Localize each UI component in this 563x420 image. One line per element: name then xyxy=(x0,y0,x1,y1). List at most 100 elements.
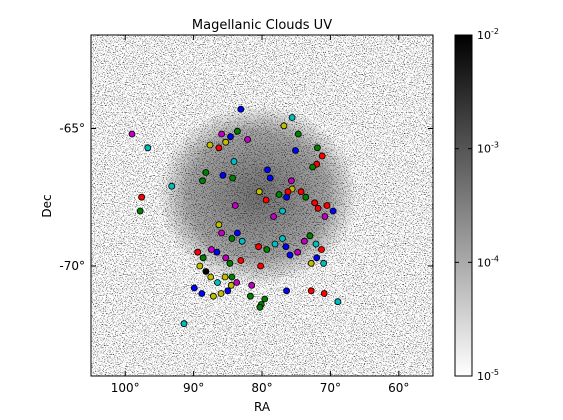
data-point-71 xyxy=(228,273,236,281)
data-point-55 xyxy=(318,246,325,253)
data-point-13 xyxy=(318,152,326,160)
x-axis: 100° 90° 80° 70° 60° xyxy=(111,35,409,395)
data-point-18 xyxy=(199,177,206,185)
data-point-65 xyxy=(237,257,245,264)
marker-layer xyxy=(128,105,342,328)
data-point-57 xyxy=(307,259,315,267)
chart-title: Magellanic Clouds UV xyxy=(192,18,332,33)
data-point-81 xyxy=(246,292,254,300)
data-point-0 xyxy=(237,105,245,113)
data-point-15 xyxy=(309,163,317,171)
y-axis-label: Dec xyxy=(40,194,54,217)
data-point-84 xyxy=(256,303,264,311)
data-point-28 xyxy=(283,193,291,201)
x-tick-label: 90° xyxy=(183,381,204,395)
data-point-86 xyxy=(307,287,315,295)
data-point-2 xyxy=(227,133,234,141)
colorbar-tick-label: 10-4 xyxy=(477,254,499,269)
data-point-41 xyxy=(218,229,226,237)
data-point-70 xyxy=(221,273,229,281)
colorbar-tick-label: 10-3 xyxy=(477,141,499,156)
data-point-31 xyxy=(302,193,310,201)
y-tick-label: -65° xyxy=(59,122,85,136)
data-point-45 xyxy=(255,243,263,251)
data-point-50 xyxy=(286,251,294,259)
data-point-33 xyxy=(314,204,322,212)
colorbar-gradient xyxy=(454,34,473,377)
data-point-42 xyxy=(228,235,236,242)
data-point-1 xyxy=(218,130,226,138)
data-point-40 xyxy=(215,221,223,229)
data-point-11 xyxy=(292,147,299,154)
colorbar-tick-label: 10-2 xyxy=(477,27,499,42)
data-point-58 xyxy=(320,259,328,267)
data-point-4 xyxy=(215,144,223,152)
data-point-16 xyxy=(230,158,238,165)
data-point-72 xyxy=(233,279,241,286)
data-point-12 xyxy=(313,144,321,152)
data-point-56 xyxy=(313,254,321,262)
data-point-6 xyxy=(222,138,230,146)
data-point-69 xyxy=(214,279,221,286)
data-point-54 xyxy=(312,240,320,248)
data-point-27 xyxy=(275,191,283,198)
data-point-37 xyxy=(279,207,286,215)
data-point-94 xyxy=(180,320,188,328)
data-point-62 xyxy=(213,248,221,256)
data-point-22 xyxy=(266,174,274,182)
data-point-76 xyxy=(198,290,206,297)
data-point-8 xyxy=(288,114,296,121)
x-axis-label: RA xyxy=(254,400,271,414)
data-point-91 xyxy=(138,193,146,201)
data-point-51 xyxy=(294,248,302,256)
data-point-59 xyxy=(194,248,202,256)
data-point-79 xyxy=(224,287,232,295)
data-point-53 xyxy=(306,232,314,240)
data-point-21 xyxy=(264,166,271,174)
y-tick-label: -70° xyxy=(59,259,85,273)
colorbar: 10-2 10-3 10-4 10-5 xyxy=(454,27,499,383)
data-point-25 xyxy=(255,188,263,196)
lmc-dense-region xyxy=(158,105,358,285)
data-point-48 xyxy=(279,235,286,242)
x-tick-label: 70° xyxy=(320,381,341,395)
x-tick-label: 60° xyxy=(388,381,409,395)
data-point-67 xyxy=(202,268,210,275)
data-point-85 xyxy=(283,287,291,295)
x-tick-label: 80° xyxy=(251,381,272,395)
data-point-68 xyxy=(207,273,215,281)
data-point-60 xyxy=(199,254,207,262)
data-point-10 xyxy=(294,130,302,138)
x-tick-label: 100° xyxy=(111,381,140,395)
data-point-7 xyxy=(244,136,252,143)
data-point-75 xyxy=(190,284,198,292)
data-point-34 xyxy=(323,202,331,209)
data-point-3 xyxy=(233,127,241,135)
colorbar-ticks: 10-2 10-3 10-4 10-5 xyxy=(455,27,499,383)
data-point-89 xyxy=(128,130,136,138)
data-point-30 xyxy=(297,188,305,196)
data-point-35 xyxy=(329,207,337,215)
data-point-74 xyxy=(257,262,265,270)
data-point-78 xyxy=(217,290,225,297)
data-point-20 xyxy=(229,174,237,182)
data-point-80 xyxy=(227,281,235,289)
data-point-61 xyxy=(207,246,215,253)
data-point-39 xyxy=(231,202,239,209)
data-point-17 xyxy=(202,169,210,176)
data-point-63 xyxy=(222,254,230,262)
data-point-49 xyxy=(282,243,290,251)
data-point-43 xyxy=(233,229,241,237)
data-point-83 xyxy=(261,295,269,303)
data-point-77 xyxy=(209,292,217,300)
data-point-92 xyxy=(136,207,144,215)
data-point-26 xyxy=(262,196,270,204)
data-point-46 xyxy=(263,246,271,253)
data-point-5 xyxy=(206,141,214,149)
data-point-32 xyxy=(311,199,319,207)
data-point-93 xyxy=(168,182,176,190)
colorbar-tick-label: 10-5 xyxy=(477,368,499,383)
data-point-90 xyxy=(144,144,152,152)
plot-area xyxy=(91,35,433,376)
